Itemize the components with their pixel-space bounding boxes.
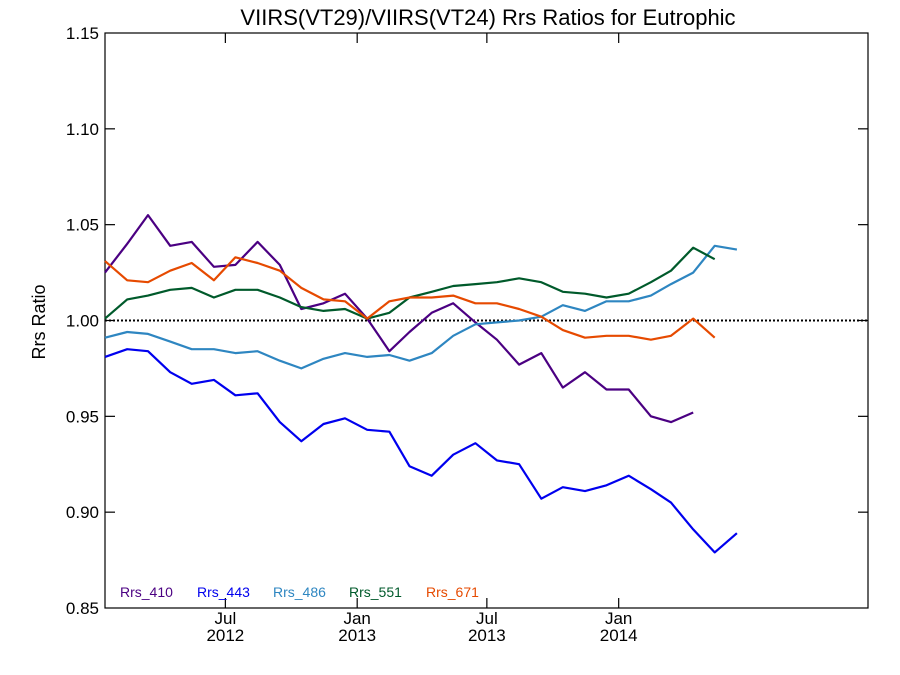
y-tick-label: 1.05 — [66, 216, 99, 235]
y-axis-label: Rrs Ratio — [29, 284, 49, 359]
x-tick-label-month: Jan — [605, 609, 632, 628]
series-line-rrs-671 — [104, 256, 716, 341]
x-tick-label-year: 2013 — [468, 626, 506, 645]
x-tick-label-year: 2014 — [600, 626, 638, 645]
x-tick-label-month: Jul — [476, 609, 498, 628]
legend-item-rrs-410: Rrs_410 — [120, 584, 173, 600]
y-tick-label: 0.90 — [66, 503, 99, 522]
y-tick-label: 0.85 — [66, 599, 99, 618]
x-tick-label-year: 2012 — [206, 626, 244, 645]
legend-item-rrs-671: Rrs_671 — [426, 584, 479, 600]
series-line-rrs-410 — [104, 214, 694, 424]
y-tick-label: 0.95 — [66, 407, 99, 426]
y-tick-label: 1.15 — [66, 24, 99, 43]
x-tick-label-year: 2013 — [338, 626, 376, 645]
series-line-rrs-486 — [104, 244, 738, 370]
series-line-rrs-443 — [104, 348, 738, 554]
legend-item-rrs-551: Rrs_551 — [349, 584, 402, 600]
legend: Rrs_410 Rrs_443 Rrs_486 Rrs_551 Rrs_671 — [120, 584, 479, 600]
chart-title: VIIRS(VT29)/VIIRS(VT24) Rrs Ratios for E… — [240, 5, 735, 30]
y-tick-label: 1.10 — [66, 120, 99, 139]
legend-item-rrs-443: Rrs_443 — [197, 584, 250, 600]
x-tick-label-month: Jul — [214, 609, 236, 628]
y-axis: 0.85 0.90 0.95 1.00 1.05 1.10 1.15 — [66, 24, 868, 618]
legend-item-rrs-486: Rrs_486 — [273, 584, 326, 600]
series-line-rrs-551 — [104, 246, 716, 320]
y-tick-label: 1.00 — [66, 312, 99, 331]
x-tick-label-month: Jan — [343, 609, 370, 628]
series-group — [104, 214, 738, 554]
